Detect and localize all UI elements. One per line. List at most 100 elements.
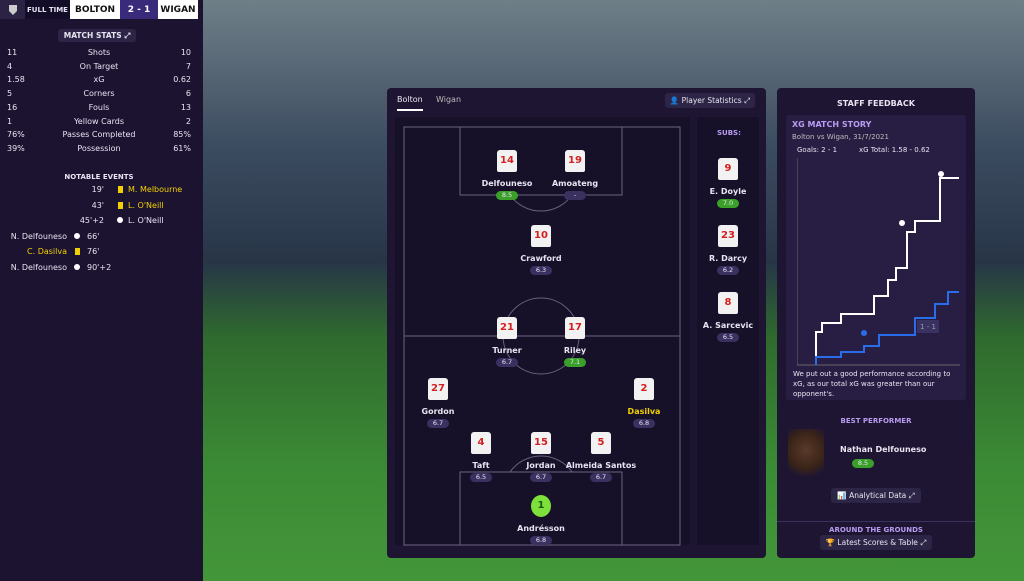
match-info: Bolton vs Wigan, 31/7/2021: [792, 133, 889, 141]
player-rating: 7.0: [717, 199, 739, 208]
stat-label: Corners: [83, 89, 115, 99]
home-stat: 76%: [7, 130, 25, 140]
stat-label: On Target: [79, 61, 119, 71]
event-minute: 45'+2: [79, 216, 104, 225]
player-shirt: 21: [497, 317, 517, 339]
player-shirt: 4: [471, 432, 491, 454]
player-name: Riley: [563, 346, 587, 355]
analytics-label: Analytical Data: [849, 491, 907, 500]
stat-label: Shots: [87, 48, 111, 57]
player-rating: 6.5: [717, 333, 739, 342]
grounds-button[interactable]: 🏆 Latest Scores & Table ⤢: [820, 535, 932, 550]
feedback-panel: STAFF FEEDBACK XG MATCH STORY Bolton vs …: [777, 88, 975, 558]
home-stat: 16: [7, 102, 18, 112]
away-team: WIGAN: [158, 0, 198, 19]
away-stat: 6: [185, 89, 191, 99]
player-shirt: 1: [531, 495, 551, 517]
stat-label: Fouls: [88, 102, 110, 112]
player-stats-label: Player Statistics: [681, 96, 742, 105]
yellow-card-icon: [118, 201, 123, 209]
player-rating: 6.7: [427, 419, 449, 428]
away-stat: 10: [180, 48, 191, 57]
player-rating: 8.5: [496, 191, 518, 200]
player-name: Almeida Santos: [565, 461, 637, 470]
summary: We put out a good performance according …: [793, 370, 951, 398]
player-name: A. Sarcevic: [702, 321, 754, 330]
player-shirt: 8: [718, 292, 738, 314]
event-minute: 19': [91, 185, 104, 194]
events-title: NOTABLE EVENTS: [64, 173, 134, 181]
player-shirt: 10: [531, 225, 551, 247]
goal-icon: [74, 263, 80, 270]
away-stat: 0.62: [173, 75, 191, 85]
player-name: Gordon: [421, 407, 455, 416]
best-name: Nathan Delfouneso: [840, 445, 927, 454]
grounds-title: AROUND THE GROUNDS: [777, 521, 975, 534]
event-minute: 43': [91, 200, 104, 210]
feedback-title: STAFF FEEDBACK: [837, 99, 915, 108]
player-shirt: 14: [497, 150, 517, 172]
home-stat: 11: [7, 48, 18, 57]
match-stats-button[interactable]: MATCH STATS ⤢: [58, 29, 136, 42]
player-photo: [788, 429, 824, 485]
tab-home[interactable]: Bolton: [397, 95, 423, 111]
event-minute: 66': [87, 231, 100, 241]
away-stat: 2: [185, 116, 191, 126]
player-rating: 6.7: [530, 473, 552, 482]
player-rating: 7.1: [564, 358, 586, 367]
best-rating: 8.5: [852, 459, 874, 468]
player-shirt: 2: [634, 378, 654, 400]
player-rating: 6.7: [590, 473, 612, 482]
home-stat: 1.58: [7, 75, 25, 85]
match-stats-title: MATCH STATS: [63, 31, 122, 40]
home-stat: 39%: [7, 143, 25, 153]
crest: [0, 0, 25, 19]
player-name: Taft: [472, 461, 490, 470]
player-name: Andrésson: [517, 524, 565, 533]
goal-icon: [117, 217, 123, 223]
player-name: Jordan: [526, 461, 556, 470]
player-shirt: 5: [591, 432, 611, 454]
event-minute: 76': [87, 247, 100, 256]
away-stat: 7: [185, 61, 191, 71]
player-name: Delfouneso: [481, 179, 533, 188]
event-player: L. O'Neill: [128, 216, 164, 225]
player-rating: 6.8: [530, 536, 552, 545]
match-status: FULL TIME: [25, 0, 70, 19]
yellow-card-icon: [118, 186, 123, 193]
away-stat: 13: [180, 102, 191, 112]
subs-title: SUBS:: [717, 129, 741, 137]
story-title: XG MATCH STORY: [792, 120, 872, 129]
score: 2 - 1: [120, 0, 158, 19]
player-name: E. Doyle: [709, 187, 747, 196]
subs-area: [697, 117, 759, 545]
event-player: L. O'Neill: [128, 200, 164, 210]
event-minute: 90'+2: [87, 262, 112, 272]
player-rating: 6.3: [530, 266, 552, 275]
player-shirt: 17: [565, 317, 585, 339]
stat-label: xG: [93, 75, 105, 85]
analytics-button[interactable]: 📊 Analytical Data ⤢: [831, 488, 921, 503]
goal-icon: [74, 232, 80, 239]
xg-total: xG Total: 1.58 - 0.62: [859, 146, 930, 154]
goals: Goals: 2 - 1: [797, 146, 838, 154]
player-rating: 6.7: [496, 358, 518, 367]
tab-away[interactable]: Wigan: [436, 95, 462, 104]
stat-label: Yellow Cards: [73, 116, 125, 126]
stat-label: Possession: [77, 143, 121, 153]
home-stat: 4: [7, 61, 13, 71]
player-name: Amoateng: [551, 179, 599, 188]
event-player: N. Delfouneso: [10, 262, 67, 272]
player-shirt: 19: [565, 150, 585, 172]
player-name: Crawford: [520, 254, 562, 263]
player-stats-button[interactable]: 👤 Player Statistics ⤢: [665, 93, 755, 108]
player-shirt: 9: [718, 158, 738, 180]
yellow-card-icon: [75, 248, 80, 255]
player-rating: 6.5: [470, 473, 492, 482]
best-title: BEST PERFORMER: [840, 417, 912, 425]
chart-label: 1 - 1: [920, 323, 936, 331]
home-team: BOLTON: [70, 0, 120, 19]
player-name: R. Darcy: [708, 254, 748, 263]
player-shirt: 15: [531, 432, 551, 454]
